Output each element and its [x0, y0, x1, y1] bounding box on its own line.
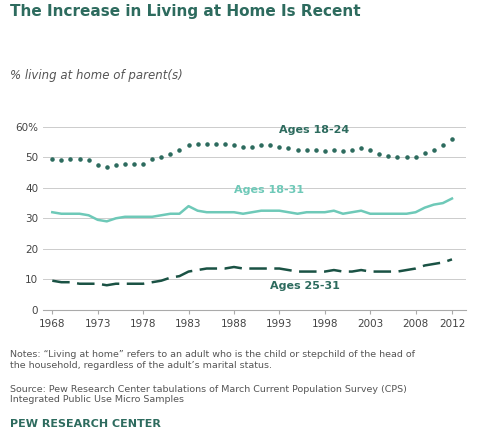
- Text: Source: Pew Research Center tabulations of March Current Population Survey (CPS): Source: Pew Research Center tabulations …: [10, 385, 407, 404]
- Text: The Increase in Living at Home Is Recent: The Increase in Living at Home Is Recent: [10, 4, 360, 19]
- Text: % living at home of parent(s): % living at home of parent(s): [10, 69, 182, 82]
- Text: Ages 25-31: Ages 25-31: [270, 281, 340, 292]
- Text: Ages 18-24: Ages 18-24: [279, 125, 349, 135]
- Text: Notes: “Living at home” refers to an adult who is the child or stepchild of the : Notes: “Living at home” refers to an adu…: [10, 350, 415, 370]
- Text: PEW RESEARCH CENTER: PEW RESEARCH CENTER: [10, 419, 160, 429]
- Text: Ages 18-31: Ages 18-31: [234, 185, 304, 196]
